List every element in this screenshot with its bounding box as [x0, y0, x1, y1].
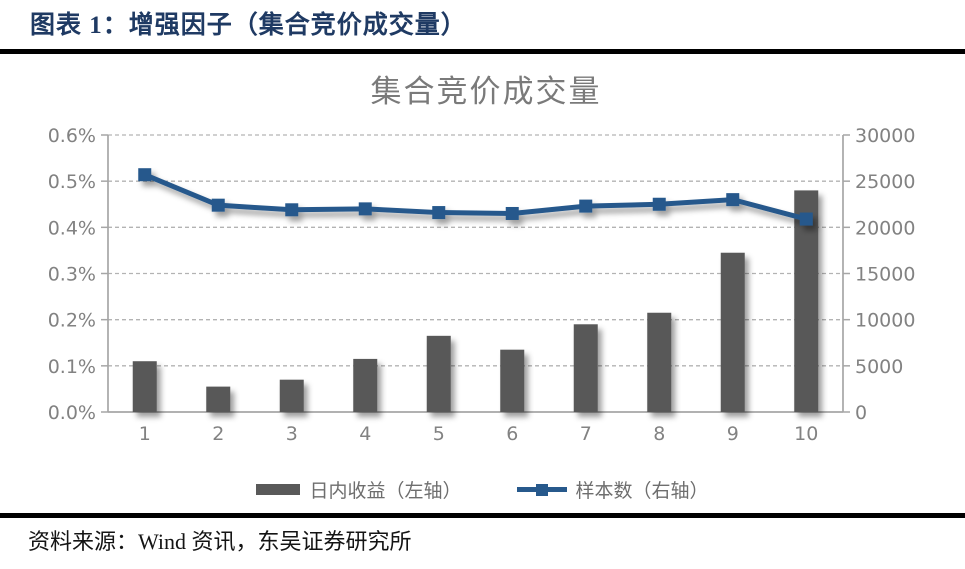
legend-line-label: 样本数（右轴）	[575, 480, 709, 502]
right-axis-tick-label: 20000	[855, 217, 915, 239]
x-axis-tick-label: 5	[433, 423, 445, 445]
line-marker	[799, 212, 813, 226]
bottom-divider	[0, 513, 965, 518]
bar	[573, 324, 598, 412]
bar	[206, 386, 231, 412]
legend-bar-label: 日内收益（左轴）	[309, 480, 462, 502]
legend-item-bar: 日内收益（左轴）	[256, 476, 462, 503]
source-note: 资料来源：Wind 资讯，东吴证券研究所	[28, 529, 412, 554]
left-axis-tick-label: 0.1%	[48, 356, 96, 378]
legend-line-marker-icon	[535, 483, 548, 496]
line-marker	[285, 203, 299, 217]
right-axis-tick-label: 10000	[855, 310, 915, 332]
x-axis-tick-label: 1	[139, 423, 151, 445]
legend-item-line: 样本数（右轴）	[516, 476, 709, 503]
legend-bar-swatch	[256, 484, 301, 495]
line-marker	[432, 206, 446, 220]
line-marker	[211, 198, 225, 212]
left-axis-tick-label: 0.2%	[48, 310, 96, 332]
x-axis-tick-label: 2	[212, 423, 224, 445]
line-marker	[358, 202, 372, 216]
chart-title: 集合竞价成交量	[371, 74, 602, 110]
bar	[720, 252, 745, 412]
right-axis-tick-label: 30000	[855, 125, 915, 147]
line-marker	[652, 197, 666, 211]
left-axis-tick-label: 0.4%	[48, 217, 96, 239]
left-axis-tick-label: 0.3%	[48, 264, 96, 286]
x-axis-tick-label: 8	[653, 423, 665, 445]
bar	[500, 349, 525, 412]
line-marker	[579, 199, 593, 213]
right-axis-tick-label: 5000	[855, 356, 903, 378]
chart-legend: 日内收益（左轴） 样本数（右轴）	[0, 476, 965, 503]
bar	[353, 358, 378, 412]
line-series	[138, 168, 813, 226]
bar	[426, 335, 451, 412]
left-axis-tick-label: 0.6%	[48, 125, 96, 147]
x-axis-tick-label: 9	[727, 423, 739, 445]
x-axis-tick-label: 4	[359, 423, 371, 445]
x-axis-tick-label: 7	[580, 423, 592, 445]
plot-region: 0.0% 0 0.1% 5000 0.2% 10000 0.3% 15000 0.4% 20000…	[48, 125, 916, 445]
x-axis-tick-label: 10	[794, 423, 818, 445]
legend-line-swatch	[516, 483, 567, 496]
bar	[647, 312, 672, 412]
bar	[279, 379, 304, 412]
x-axis-tick-label: 6	[506, 423, 518, 445]
right-axis-tick-label: 0	[855, 402, 867, 424]
x-axis-tick-label: 3	[286, 423, 298, 445]
line-marker	[138, 168, 152, 182]
right-axis-tick-label: 25000	[855, 171, 915, 193]
line-path	[143, 172, 807, 222]
figure-caption: 图表 1：增强因子（集合竞价成交量）	[30, 12, 467, 39]
left-axis-tick-label: 0.0%	[48, 402, 96, 424]
bar	[794, 190, 819, 412]
line-marker	[505, 206, 519, 220]
left-axis-tick-label: 0.5%	[48, 171, 96, 193]
line-marker	[726, 193, 740, 207]
right-axis-tick-label: 15000	[855, 264, 915, 286]
bar	[132, 361, 157, 412]
top-divider	[0, 49, 965, 54]
